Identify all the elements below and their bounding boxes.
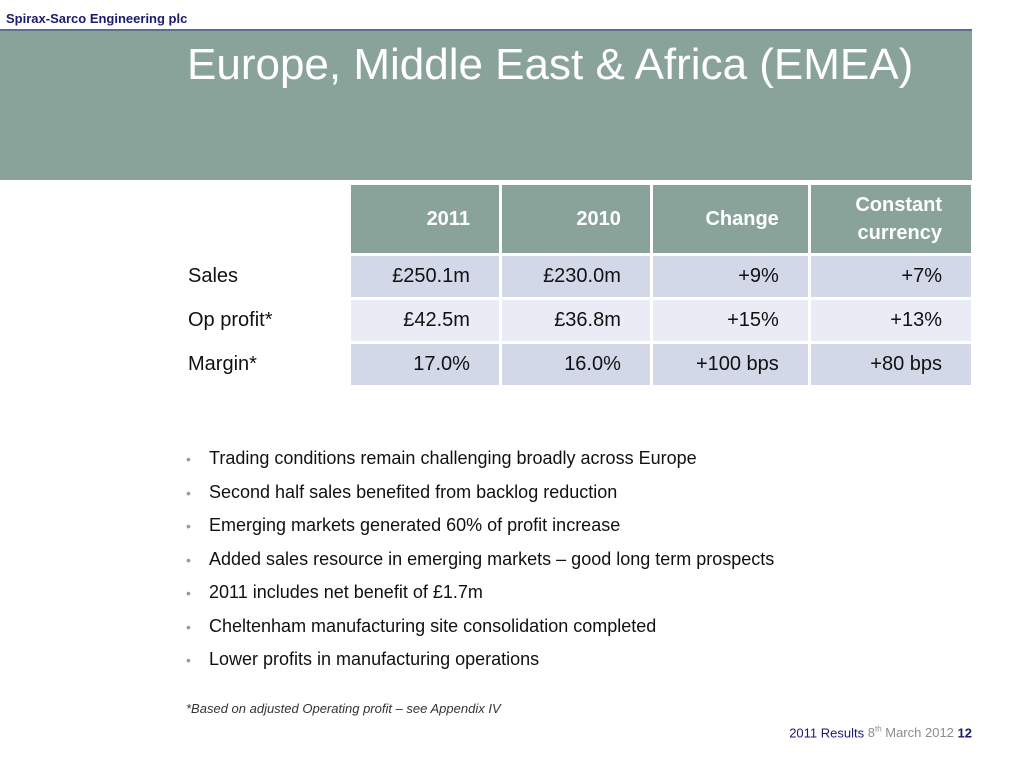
list-item: • Lower profits in manufacturing operatio… xyxy=(186,647,774,681)
bullet-icon: • xyxy=(186,618,191,635)
slide-title: Europe, Middle East & Africa (EMEA) xyxy=(187,40,914,89)
company-name: Spirax-Sarco Engineering plc xyxy=(6,11,188,26)
list-item: • Cheltenham manufacturing site consolida… xyxy=(186,614,774,648)
table-cell: +80 bps xyxy=(810,344,971,385)
bullet-text: Trading conditions remain challenging br… xyxy=(209,448,697,468)
bullet-text: Emerging markets generated 60% of profit… xyxy=(209,515,621,535)
table-cell: +7% xyxy=(810,256,971,297)
slide-footer: 2011 Results 8th March 2012 12 xyxy=(789,725,972,740)
list-item: • Emerging markets generated 60% of profi… xyxy=(186,513,774,547)
table-cell: £230.0m xyxy=(501,256,650,297)
column-header-currency-line: currency xyxy=(857,222,943,244)
footer-date-rest: March 2012 xyxy=(881,725,954,741)
title-banner xyxy=(0,31,972,180)
page-number: 12 xyxy=(957,725,972,741)
header-blank-cell xyxy=(183,185,348,253)
column-header-change: Change xyxy=(652,185,808,253)
footer-date-day: 8 xyxy=(867,725,875,741)
bullet-icon: • xyxy=(186,451,191,467)
bullet-text: Lower profits in manufacturing operation… xyxy=(209,649,540,669)
column-header-constant-line: Constant xyxy=(855,194,942,216)
footer-date: 8th March 2012 xyxy=(868,725,954,740)
table-cell: +13% xyxy=(810,300,971,341)
bullet-icon: • xyxy=(186,585,191,601)
table-cell: £36.8m xyxy=(501,300,650,341)
header-rule xyxy=(0,29,972,31)
table-cell: +100 bps xyxy=(652,344,808,385)
list-item: • 2011 includes net benefit of £1.7m xyxy=(186,580,774,614)
bullet-icon: • xyxy=(186,551,191,568)
column-header-constant-currency: Constant currency xyxy=(810,185,971,253)
bullet-icon: • xyxy=(186,518,191,534)
column-header-2011: 2011 xyxy=(351,185,499,253)
row-label: Margin* xyxy=(188,353,257,375)
table-header-row: 2011 2010 Change Constant currency xyxy=(183,185,971,253)
table-cell: £42.5m xyxy=(351,300,499,341)
footnote: *Based on adjusted Operating profit – se… xyxy=(186,701,501,716)
footer-label: 2011 Results xyxy=(789,725,865,741)
bullet-text: Added sales resource in emerging markets… xyxy=(209,548,775,569)
list-item: • Second half sales benefited from backlo… xyxy=(186,480,774,514)
bullet-text: Cheltenham manufacturing site consolidat… xyxy=(209,615,657,636)
results-table: 2011 2010 Change Constant currency Sales … xyxy=(180,182,974,388)
table-row-op-profit: Op profit* £42.5m £36.8m +15% +13% xyxy=(183,300,971,341)
table-cell: 17.0% xyxy=(351,344,499,385)
bullet-icon: • xyxy=(186,652,191,668)
row-label: Op profit* xyxy=(188,309,273,331)
table-row-margin: Margin* 17.0% 16.0% +100 bps +80 bps xyxy=(183,344,971,385)
bullet-list: • Trading conditions remain challenging b… xyxy=(186,446,774,681)
table-cell: £250.1m xyxy=(351,256,499,297)
bullet-text: 2011 includes net benefit of £1.7m xyxy=(209,582,483,602)
table-cell: 16.0% xyxy=(501,344,650,385)
footer-date-suffix: th xyxy=(874,725,882,734)
bullet-icon: • xyxy=(186,484,191,501)
table-row-sales: Sales £250.1m £230.0m +9% +7% xyxy=(183,256,971,297)
table-cell: +15% xyxy=(652,300,808,341)
column-header-2010: 2010 xyxy=(501,185,650,253)
list-item: • Trading conditions remain challenging b… xyxy=(186,446,774,480)
list-item: • Added sales resource in emerging market… xyxy=(186,547,774,581)
table-cell: +9% xyxy=(652,256,808,297)
bullet-text: Second half sales benefited from backlog… xyxy=(209,481,618,502)
row-label: Sales xyxy=(188,265,239,287)
